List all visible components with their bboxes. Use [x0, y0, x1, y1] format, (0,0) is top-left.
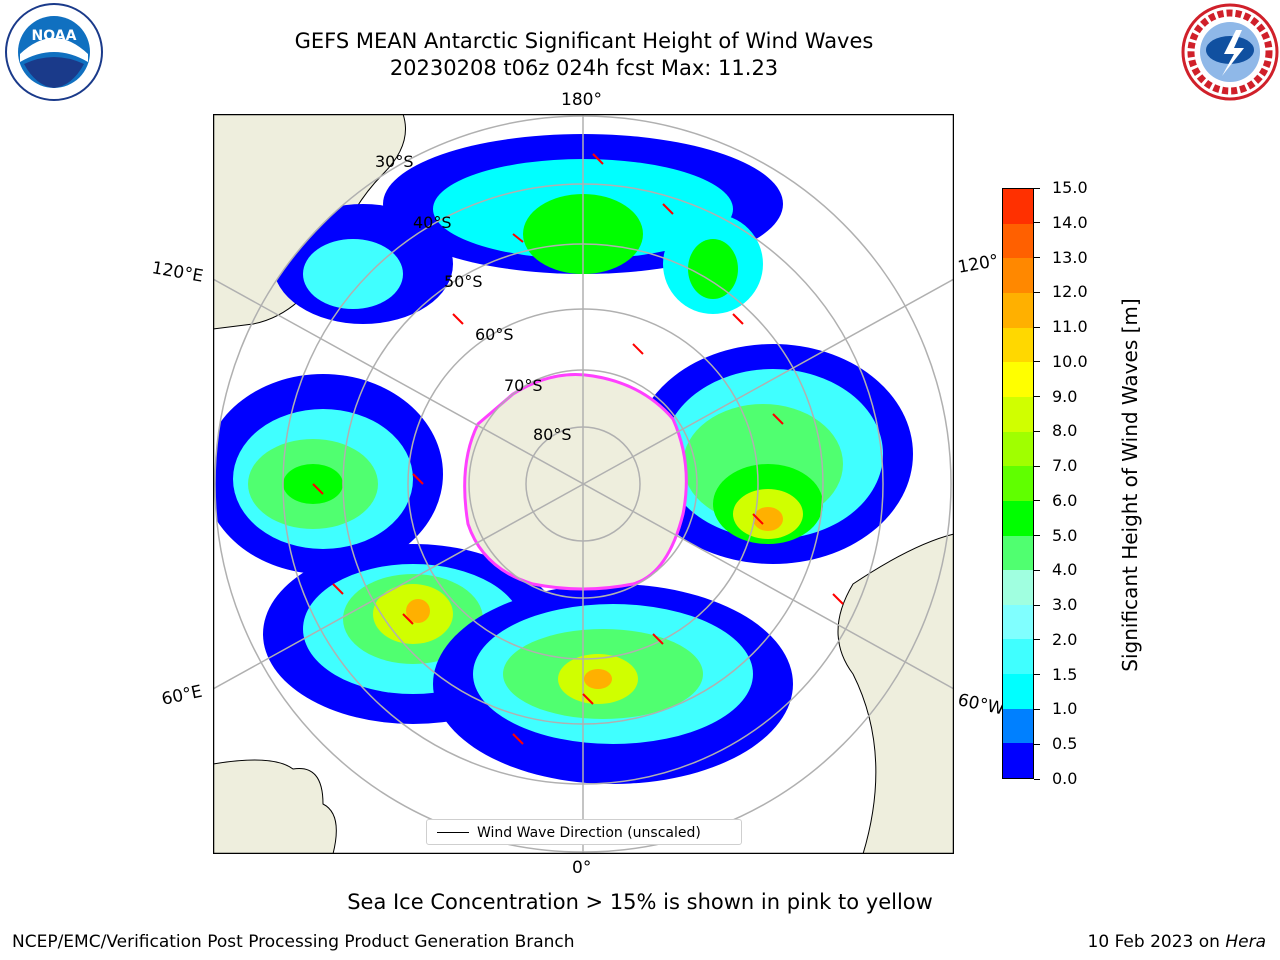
lat-label-50s: 50°S — [444, 272, 483, 291]
svg-text:NOAA: NOAA — [32, 28, 77, 44]
colorbar-tick-label: 8.0 — [1052, 421, 1078, 441]
colorbar-tick-label: 1.0 — [1052, 699, 1078, 719]
lon-label-120e: 120°E — [150, 258, 205, 287]
colorbar-tick-label: 7.0 — [1052, 456, 1078, 476]
colorbar-segment — [1003, 362, 1033, 397]
footer-date-text: 10 Feb 2023 on — [1087, 932, 1226, 952]
colorbar-tick-mark — [1034, 222, 1040, 224]
map-subtitle: 20230208 t06z 024h fcst Max: 11.23 — [389, 56, 779, 80]
colorbar-tick-label: 13.0 — [1052, 247, 1088, 267]
colorbar-tick-label: 3.0 — [1052, 595, 1078, 615]
lat-label-80s: 80°S — [533, 425, 572, 444]
colorbar-tick-mark — [1034, 500, 1040, 502]
lat-label-70s: 70°S — [504, 376, 543, 395]
colorbar-segment — [1003, 708, 1033, 744]
lon-label-120w: 120° — [956, 251, 1001, 278]
lat-label-60s: 60°S — [475, 325, 514, 344]
colorbar-tick-mark — [1034, 396, 1040, 398]
colorbar-tick-mark — [1034, 361, 1040, 363]
south-america-land — [837, 533, 954, 854]
colorbar-tick-mark — [1034, 708, 1040, 710]
lat-label-40s: 40°S — [413, 213, 452, 232]
lon-label-60e: 60°E — [159, 681, 205, 710]
antarctic-wave-map — [212, 113, 955, 855]
colorbar-tick-mark — [1034, 291, 1040, 293]
colorbar-tick-label: 9.0 — [1052, 386, 1078, 406]
colorbar-label: Significant Height of Wind Waves [m] — [1118, 298, 1142, 672]
nws-logo — [1181, 3, 1279, 101]
map-title: GEFS MEAN Antarctic Significant Height o… — [294, 29, 874, 53]
colorbar-segment — [1003, 674, 1033, 709]
lat-label-30s: 30°S — [375, 152, 414, 171]
colorbar-tick-mark — [1034, 257, 1040, 259]
colorbar-segment — [1003, 293, 1033, 328]
sea-ice-caption: Sea Ice Concentration > 15% is shown in … — [347, 890, 933, 914]
antarctica-land — [463, 372, 688, 591]
colorbar-segment — [1003, 431, 1033, 467]
colorbar-tick-label: 15.0 — [1052, 178, 1088, 197]
colorbar-tick-mark — [1034, 674, 1040, 676]
graticule — [212, 114, 955, 854]
colorbar-tick-label: 5.0 — [1052, 525, 1078, 545]
colorbar-tick-label: 10.0 — [1052, 351, 1088, 371]
colorbar-tick-mark — [1034, 778, 1040, 780]
colorbar-tick-mark — [1034, 326, 1040, 328]
colorbar-tick-mark — [1034, 535, 1040, 537]
colorbar-segment — [1003, 639, 1033, 675]
colorbar-tick-mark — [1034, 639, 1040, 641]
colorbar-segment — [1003, 223, 1033, 259]
colorbar-tick-mark — [1034, 569, 1040, 571]
colorbar-segment — [1003, 396, 1033, 432]
map-legend: Wind Wave Direction (unscaled) — [426, 819, 742, 845]
colorbar-segment — [1003, 535, 1033, 571]
colorbar-segment — [1003, 258, 1033, 294]
noaa-logo: NOAA — [5, 3, 103, 101]
colorbar-tick-mark — [1034, 743, 1040, 745]
colorbar-tick-mark — [1034, 604, 1040, 606]
wind-wave-arrows — [312, 153, 844, 745]
colorbar-segment — [1003, 604, 1033, 640]
colorbar-segment — [1003, 743, 1033, 778]
colorbar-tick-label: 11.0 — [1052, 317, 1088, 337]
colorbar-tick-mark — [1034, 465, 1040, 467]
africa-land — [213, 759, 337, 854]
lon-label-180: 180° — [561, 90, 602, 110]
colorbar-segment — [1003, 570, 1033, 605]
colorbar — [1002, 188, 1034, 779]
footer-date: 10 Feb 2023 on Hera — [1088, 932, 1266, 952]
colorbar-segment — [1003, 500, 1033, 536]
colorbar-tick-label: 14.0 — [1052, 212, 1088, 232]
footer-host: Hera — [1225, 932, 1266, 952]
colorbar-tick-label: 0.5 — [1052, 734, 1078, 754]
wave-height-field — [215, 134, 913, 784]
colorbar-tick-label: 1.5 — [1052, 664, 1078, 684]
colorbar-tick-label: 4.0 — [1052, 560, 1078, 580]
footer-credit: NCEP/EMC/Verification Post Processing Pr… — [12, 932, 575, 952]
colorbar-segment — [1003, 327, 1033, 363]
colorbar-tick-label: 6.0 — [1052, 490, 1078, 510]
colorbar-tick-label: 2.0 — [1052, 629, 1078, 649]
legend-entry: Wind Wave Direction (unscaled) — [477, 825, 701, 841]
legend-line-swatch — [437, 832, 469, 834]
colorbar-segment — [1003, 466, 1033, 501]
lon-label-0: 0° — [572, 858, 592, 878]
colorbar-tick-label: 12.0 — [1052, 282, 1088, 302]
colorbar-tick-label: 0.0 — [1052, 769, 1078, 788]
lon-label-60w: 60°W — [955, 690, 1007, 720]
colorbar-segment — [1003, 189, 1033, 224]
colorbar-tick-mark — [1034, 430, 1040, 432]
colorbar-tick-mark — [1034, 187, 1040, 189]
